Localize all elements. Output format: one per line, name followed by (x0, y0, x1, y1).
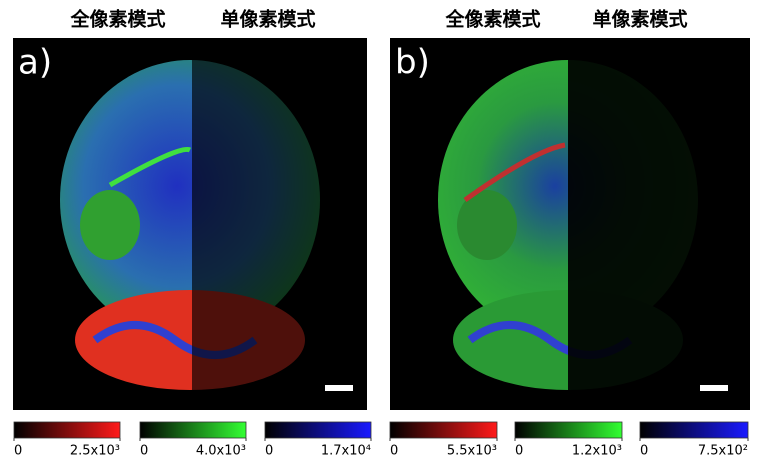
panel-title: 全像素模式 (69, 8, 165, 31)
tick-label: 0 (140, 444, 148, 459)
image-a (13, 38, 367, 410)
tick-label: 5.5x10³ (447, 444, 497, 459)
tick-label: 0 (390, 444, 398, 459)
tick-label: 2.5x10³ (70, 444, 120, 459)
panel-label: b) (395, 43, 430, 83)
tick-label: 1.2x10³ (572, 444, 622, 459)
tick-label: 4.0x10³ (196, 444, 246, 459)
panel-title: 单像素模式 (592, 8, 687, 31)
tick-label: 0 (515, 444, 523, 459)
colorbar (514, 421, 623, 439)
colorbar (139, 421, 247, 439)
colorbar (639, 421, 749, 439)
panel-label: a) (18, 43, 52, 83)
tick-label: 0 (14, 444, 22, 459)
image-b (390, 38, 750, 410)
tick-label: 0 (265, 444, 273, 459)
colorbar (389, 421, 498, 439)
tick-label: 0 (640, 444, 648, 459)
panel-title: 全像素模式 (444, 8, 540, 31)
colorbar (13, 421, 121, 439)
panel-title: 单像素模式 (220, 8, 315, 31)
tick-label: 7.5x10² (698, 444, 748, 459)
tick-label: 1.7x10⁴ (321, 444, 371, 459)
colorbar (264, 421, 372, 439)
